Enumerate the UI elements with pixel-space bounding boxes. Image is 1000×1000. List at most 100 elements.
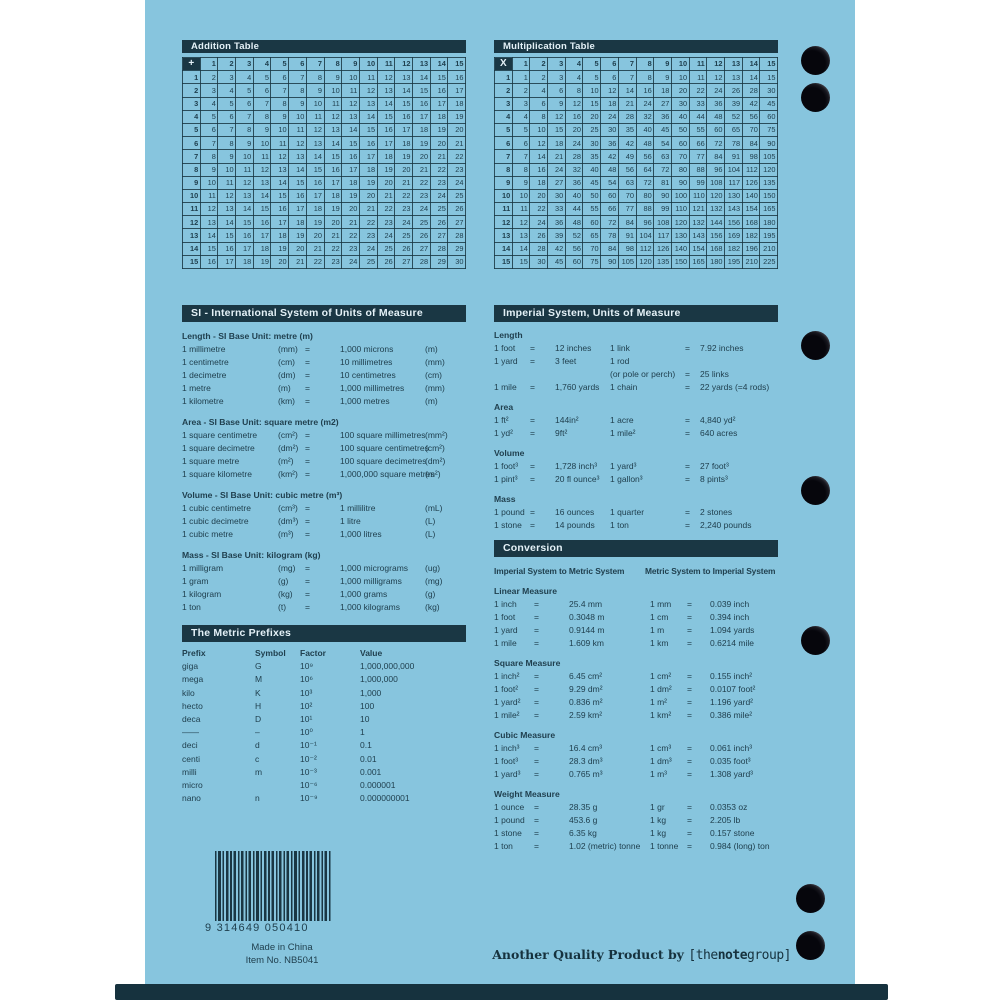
cell: 14 — [411, 70, 431, 85]
cell: 10 — [199, 175, 219, 190]
cell: 15 — [759, 70, 778, 85]
cell: 14 — [341, 122, 360, 138]
conversion-subheaders: Imperial System to Metric System Metric … — [494, 565, 778, 578]
cell: 3 — [199, 83, 219, 98]
measure-row: 1 stone = 14 pounds 1 ton = 2,240 pounds — [494, 519, 778, 532]
cell: 16 — [429, 83, 449, 98]
cell: 60 — [582, 215, 602, 230]
measure-group: Weight Measure 1 ounce = 28.35 g 1 gr = 0.0353… — [494, 788, 778, 853]
measure-cell: 16.4 cm³ — [569, 743, 603, 753]
cell: 98 — [741, 149, 761, 164]
prefix-cell: mega — [182, 674, 204, 685]
cell: 8 — [235, 122, 254, 138]
cell: 15 — [252, 202, 272, 217]
measure-group: Volume - SI Base Unit: cubic metre (m³) 1… — [182, 489, 466, 541]
cell: 19 — [376, 162, 396, 177]
cell: 10 — [582, 83, 602, 98]
cell: 45 — [547, 254, 566, 270]
col-header: 15 — [759, 56, 778, 72]
measure-cell: = — [687, 756, 692, 766]
cell: 4 — [564, 70, 584, 85]
cell: 11 — [199, 188, 219, 204]
measure-cell: (m²) — [278, 456, 294, 466]
measure-cell: (cm) — [278, 357, 295, 367]
cell: 56 — [617, 162, 637, 177]
measure-row: 1 foot = 0.3048 m 1 cm = 0.394 inch — [494, 611, 778, 624]
binder-hole — [801, 46, 830, 75]
col-header: 12 — [394, 56, 413, 72]
measure-cell — [700, 355, 778, 368]
measure-cell: 28.35 g — [569, 802, 598, 812]
measure-cell: (cm²) — [278, 430, 298, 440]
cell: 16 — [358, 136, 378, 151]
measure-row: 1 foot² = 9.29 dm² 1 dm² = 0.0107 foot² — [494, 683, 778, 696]
measure-cell: = — [530, 382, 535, 392]
cell: 45 — [759, 96, 778, 111]
measure-cell: 0.394 inch — [710, 612, 750, 622]
cell: 14 — [511, 241, 531, 256]
measure-cell: = — [305, 602, 310, 612]
cell: 104 — [635, 228, 655, 243]
measure-cell: (m) — [425, 344, 438, 354]
cell: 10 — [288, 109, 307, 124]
cell: 65 — [582, 228, 602, 243]
measure-cell: 10 centimetres — [340, 370, 396, 380]
measure-cell: = — [534, 710, 539, 720]
cell: 77 — [617, 202, 637, 217]
cell: 56 — [741, 109, 761, 124]
measure-cell: 1 stone — [494, 520, 522, 530]
cell: 15 — [270, 188, 290, 204]
measure-cell: = — [530, 343, 535, 353]
measure-cell: 0.155 inch² — [710, 671, 753, 681]
cell: 27 — [411, 241, 431, 256]
col-header: 8 — [323, 56, 343, 72]
prefix-cell: 10⁻² — [300, 753, 317, 764]
group-heading: Volume - SI Base Unit: cubic metre (m³) — [182, 490, 343, 500]
cell: 54 — [653, 136, 672, 151]
cell: 88 — [688, 162, 708, 177]
cell: 19 — [358, 175, 378, 190]
measure-row: 1 cubic metre (m³) = 1,000 litres (L) — [182, 528, 466, 541]
measure-cell — [494, 368, 530, 381]
cell: 7 — [235, 109, 254, 124]
cell: 9 — [270, 109, 290, 124]
measure-cell: 0.157 stone — [710, 828, 755, 838]
measure-cell: = — [534, 612, 539, 622]
measure-cell: 1 square kilometre — [182, 469, 252, 479]
cell: 36 — [706, 96, 725, 111]
row-header: 4 — [182, 109, 201, 124]
cell: 10 — [529, 122, 549, 138]
prefix-cell: centi — [182, 753, 200, 764]
prefix-cell: kilo — [182, 687, 195, 698]
measure-cell: 640 acres — [700, 428, 738, 438]
measure-row: 1 square kilometre (km²) = 1,000,000 square… — [182, 468, 466, 481]
cell: 6 — [600, 70, 619, 85]
measure-row: (or pole or perch) = 25 links — [494, 368, 778, 381]
group-heading: Cubic Measure — [494, 730, 556, 740]
measure-group: Cubic Measure 1 inch³ = 16.4 cm³ 1 cm³ = 0.061… — [494, 729, 778, 781]
cell: 24 — [341, 254, 360, 270]
measure-cell: = — [530, 474, 535, 484]
cell: 91 — [617, 228, 637, 243]
cell: 7 — [288, 70, 307, 85]
cell: 16 — [252, 215, 272, 230]
measure-cell: 1 square centimetre — [182, 430, 258, 440]
cell: 25 — [447, 188, 466, 204]
measure-cell: 1.02 (metric) tonne — [569, 841, 641, 851]
row-header: 11 — [494, 202, 513, 217]
cell: 19 — [429, 122, 449, 138]
prefix-cell: 100 — [360, 700, 375, 711]
prefix-cell: 10⁰ — [300, 727, 313, 738]
cell: 19 — [394, 149, 413, 164]
measure-cell: 1 cubic centimetre — [182, 503, 251, 513]
brand-logo: [thenotegroup] — [688, 948, 791, 963]
cell: 12 — [235, 175, 254, 190]
cell: 6 — [252, 83, 272, 98]
measure-row: 1 square centimetre (cm²) = 100 square mill… — [182, 429, 466, 442]
measure-cell: 1.196 yard² — [710, 697, 753, 707]
measure-row: 1 yard = 0.9144 m 1 m = 1.094 yards — [494, 624, 778, 637]
cell: 4 — [199, 96, 219, 111]
measure-cell: 1 mile² — [494, 710, 520, 720]
measure-row: 1 pound = 16 ounces 1 quarter = 2 stones — [494, 506, 778, 519]
cell: 54 — [600, 175, 619, 190]
